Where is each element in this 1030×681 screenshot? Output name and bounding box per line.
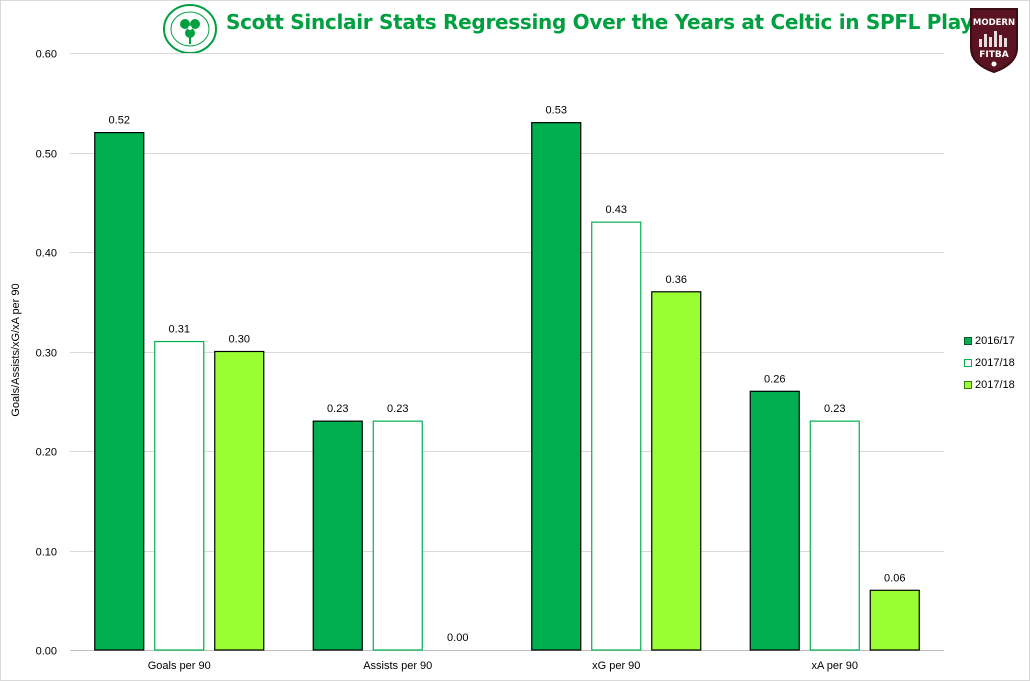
y-tick-label: 0.20 <box>36 447 57 459</box>
bar <box>372 420 423 651</box>
y-tick-label: 0.00 <box>36 646 57 658</box>
data-label: 0.52 <box>109 115 130 127</box>
bar <box>94 132 145 651</box>
data-label: 0.23 <box>824 403 845 415</box>
modern-fitba-logo: MODERN FITBA <box>968 6 1020 79</box>
bar <box>531 122 582 651</box>
x-category-label: xA per 90 <box>812 660 858 672</box>
y-tick-label: 0.40 <box>36 248 57 260</box>
data-label: 0.53 <box>546 105 567 117</box>
legend-swatch-series-1 <box>964 337 972 345</box>
x-category-label: Goals per 90 <box>148 660 211 672</box>
x-category-label: xG per 90 <box>592 660 640 672</box>
y-tick-label: 0.50 <box>36 149 57 161</box>
bar <box>214 350 265 651</box>
legend-label-series-3: 2017/18 <box>975 379 1015 391</box>
bar <box>591 221 642 651</box>
data-label: 0.30 <box>229 334 250 346</box>
legend: 2016/17 2017/18 2017/18 <box>964 330 1015 396</box>
legend-label-series-2: 2017/18 <box>975 357 1015 369</box>
bar <box>869 589 920 651</box>
x-category-label: Assists per 90 <box>363 660 432 672</box>
legend-label-series-1: 2016/17 <box>975 335 1015 347</box>
legend-item-series-2: 2017/18 <box>964 352 1015 374</box>
bar <box>154 340 205 651</box>
bar <box>651 291 702 651</box>
data-label: 0.36 <box>666 274 687 286</box>
data-label: 0.23 <box>327 403 348 415</box>
modern-text: MODERN <box>973 18 1015 28</box>
data-label: 0.23 <box>387 403 408 415</box>
legend-item-series-3: 2017/18 <box>964 374 1015 396</box>
chart-title: Scott Sinclair Stats Regressing Over the… <box>226 10 974 34</box>
y-tick-label: 0.60 <box>36 49 57 61</box>
bar <box>809 420 860 651</box>
data-label: 0.43 <box>606 204 627 216</box>
celtic-crest-logo <box>163 4 217 59</box>
y-tick-label: 0.30 <box>36 348 57 360</box>
bar <box>312 420 363 651</box>
y-tick-label: 0.10 <box>36 547 57 559</box>
legend-item-series-1: 2016/17 <box>964 330 1015 352</box>
data-label: 0.00 <box>447 632 468 644</box>
fitba-text: FITBA <box>979 50 1008 60</box>
legend-swatch-series-2 <box>964 359 972 367</box>
data-label: 0.26 <box>764 373 785 385</box>
legend-swatch-series-3 <box>964 381 972 389</box>
data-label: 0.06 <box>884 572 905 584</box>
data-label: 0.31 <box>169 324 190 336</box>
bar <box>749 390 800 651</box>
y-axis-label: Goals/Assists/xG/xA per 90 <box>10 283 22 417</box>
